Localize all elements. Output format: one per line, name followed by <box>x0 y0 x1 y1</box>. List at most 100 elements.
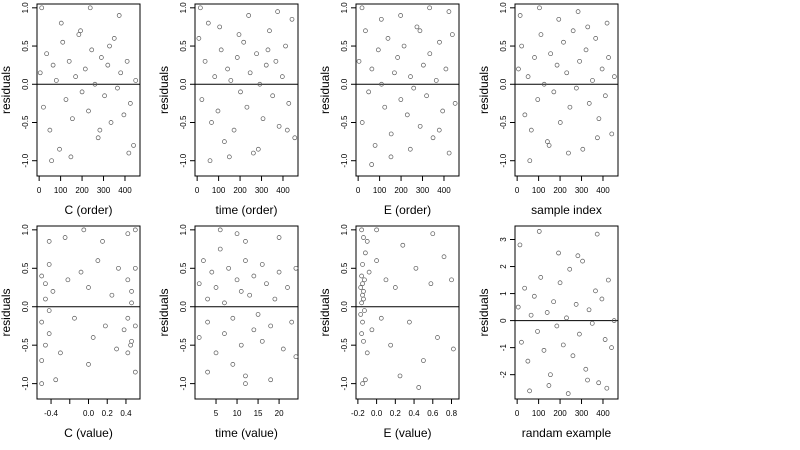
x-tick-label: 0.0 <box>371 409 383 418</box>
data-point <box>111 36 117 41</box>
data-point <box>424 93 429 99</box>
data-point <box>121 112 127 118</box>
x-tick-label: 200 <box>553 409 567 418</box>
y-tick-label: 0.0 <box>179 301 188 313</box>
data-point <box>363 28 368 34</box>
data-point <box>546 143 552 148</box>
data-point <box>222 139 227 144</box>
x-tick-label: 0 <box>515 409 520 418</box>
x-tick-label: 100 <box>212 186 226 195</box>
data-point <box>414 24 420 30</box>
data-point <box>39 381 45 386</box>
x-tick-label: 200 <box>394 186 408 195</box>
data-point <box>366 89 372 95</box>
data-point <box>255 146 261 152</box>
data-point <box>293 265 299 271</box>
panel-4: 0 100 200 300 400 -1.0 -0.5 0.0 0.5 1.0 sample ind… <box>477 2 619 217</box>
data-point <box>535 329 540 334</box>
data-point <box>124 58 130 64</box>
data-point <box>392 285 398 290</box>
y-tick-label: -0.5 <box>340 115 349 129</box>
data-point <box>451 346 456 352</box>
data-point <box>114 346 119 352</box>
data-point <box>358 285 364 290</box>
data-point <box>586 307 592 313</box>
data-point <box>575 9 581 14</box>
data-point <box>363 377 368 383</box>
data-point <box>116 13 122 18</box>
data-point <box>275 9 280 14</box>
data-point <box>361 289 366 294</box>
data-point <box>198 5 203 11</box>
x-tick-label: 0.2 <box>390 409 402 418</box>
data-point <box>360 262 365 267</box>
data-point <box>358 312 364 317</box>
plot-frame <box>514 225 619 400</box>
data-point <box>517 242 523 248</box>
data-point <box>599 66 605 72</box>
y-tick-label: 0.5 <box>340 262 349 274</box>
data-point <box>202 58 208 64</box>
data-point <box>70 116 75 122</box>
data-point <box>129 289 134 294</box>
x-tick-label: 400 <box>596 409 610 418</box>
data-point <box>593 36 599 41</box>
y-tick-label: 0.0 <box>340 78 349 90</box>
data-point <box>95 258 101 263</box>
data-point <box>554 62 560 68</box>
data-point <box>583 47 589 53</box>
data-point <box>413 265 419 271</box>
y-tick-label: 0.5 <box>340 40 349 52</box>
data-point <box>525 74 531 79</box>
data-point <box>109 292 115 298</box>
data-point <box>364 350 370 356</box>
data-point <box>209 269 215 275</box>
data-point <box>50 289 56 294</box>
data-point <box>263 62 269 68</box>
data-point <box>127 101 133 106</box>
data-point <box>589 320 595 326</box>
data-point <box>430 135 436 141</box>
data-point <box>99 55 104 60</box>
panel-3: 0 100 200 300 400 -1.0 -0.5 0.0 0.5 1.0 E (order) r… <box>318 2 460 217</box>
y-tick-label: -0.5 <box>179 338 188 352</box>
data-point <box>519 43 525 49</box>
data-point <box>604 385 610 391</box>
data-point <box>400 242 406 248</box>
data-point <box>265 47 271 53</box>
x-axis-title: E (value) <box>383 426 431 440</box>
data-point <box>538 32 544 37</box>
data-point <box>561 39 566 45</box>
data-point <box>551 299 556 305</box>
data-point <box>92 81 98 87</box>
data-point <box>129 338 134 344</box>
data-point <box>264 281 269 287</box>
data-point <box>356 58 362 64</box>
data-point <box>566 150 571 156</box>
data-point <box>516 66 521 72</box>
data-point <box>126 150 132 156</box>
data-point <box>436 127 442 133</box>
data-point <box>360 319 365 325</box>
data-point <box>57 146 62 152</box>
y-tick-label: -0.5 <box>499 115 508 129</box>
data-point <box>132 227 138 233</box>
data-point <box>131 143 136 148</box>
data-point <box>247 292 253 298</box>
x-axis-title: C (value) <box>64 426 113 440</box>
x-tick-label: 0 <box>195 186 200 195</box>
data-point <box>556 250 561 256</box>
y-tick-label: 3 <box>499 237 508 242</box>
data-point <box>260 116 266 122</box>
y-tick-label: 1.0 <box>499 2 508 14</box>
data-point <box>602 93 608 99</box>
data-point <box>125 277 131 283</box>
data-point <box>128 342 133 348</box>
data-point <box>527 158 533 164</box>
data-point <box>369 327 375 333</box>
data-point <box>121 327 127 333</box>
data-point <box>125 350 131 356</box>
data-point <box>361 296 366 302</box>
y-tick-label: 0.5 <box>179 262 188 274</box>
